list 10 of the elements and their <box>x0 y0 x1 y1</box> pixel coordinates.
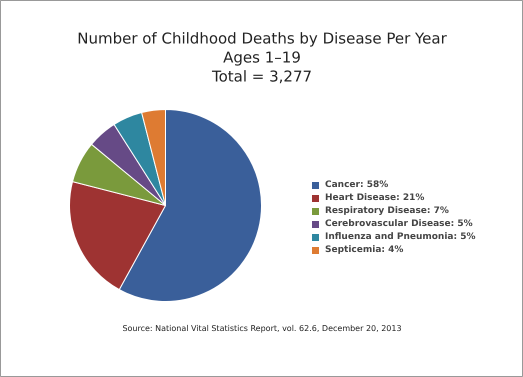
legend-label: Respiratory Disease: 7% <box>325 206 449 216</box>
legend-label: Cancer: 58% <box>325 180 388 190</box>
legend-label: Heart Disease: 21% <box>325 193 424 203</box>
legend-label: Cerebrovascular Disease: 5% <box>325 219 473 229</box>
chart-title: Number of Childhood Deaths by Disease Per Year <box>77 30 448 48</box>
text: Total = 3,277 <box>210 68 312 86</box>
source-note: Source: National Vital Statistics Report, vol. 62.6, December 20, 2013 <box>122 324 402 333</box>
legend-label: Influenza and Pneumonia: 5% <box>325 232 476 242</box>
legend-label: Septicemia: 4% <box>325 245 404 255</box>
chart-subtitle: Ages 1–19 <box>223 48 301 66</box>
